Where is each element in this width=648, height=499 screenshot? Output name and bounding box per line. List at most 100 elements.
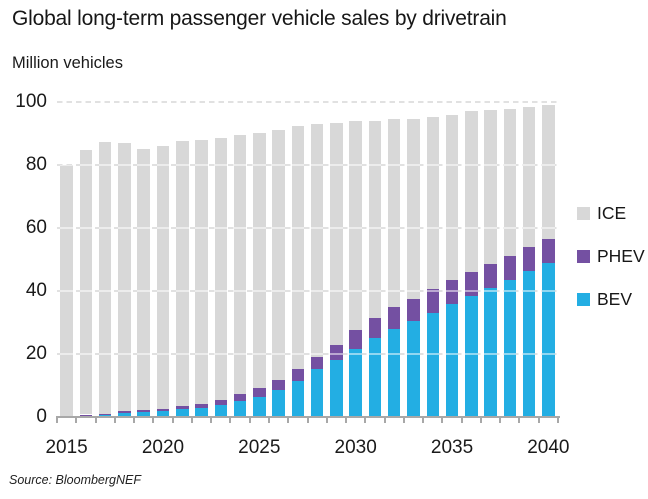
x-axis-tick bbox=[287, 418, 290, 423]
bar-2022 bbox=[195, 139, 208, 417]
bar-2016 bbox=[79, 149, 93, 417]
x-axis-tick bbox=[518, 418, 521, 423]
bar-2027-ice-segment bbox=[291, 125, 305, 370]
bar-2023 bbox=[214, 137, 228, 417]
bar-2039 bbox=[522, 107, 536, 417]
bar-2035-ice-segment bbox=[445, 114, 459, 280]
bar-2022-ice-segment bbox=[195, 139, 208, 405]
phev-swatch-icon bbox=[577, 249, 590, 263]
legend-label-ice: ICE bbox=[597, 202, 627, 223]
bar-2016-ice-segment bbox=[79, 149, 93, 415]
bar-2030-phev-segment bbox=[349, 330, 362, 350]
bar-2038-phev-segment bbox=[503, 256, 517, 280]
bar-2034-ice-segment bbox=[426, 117, 439, 290]
x-axis-tick bbox=[460, 418, 463, 423]
bar-2019-phev-segment bbox=[137, 410, 150, 413]
bar-2024-bev-segment bbox=[233, 400, 247, 417]
legend-item-phev: PHEV bbox=[577, 246, 645, 266]
bar-2026-ice-segment bbox=[272, 130, 285, 380]
legend: ICE PHEV BEV bbox=[577, 203, 645, 332]
bar-2019 bbox=[137, 149, 150, 417]
bar-2024-phev-segment bbox=[233, 393, 247, 401]
bar-2040-bev-segment bbox=[542, 262, 555, 417]
y-tick-label-0: 0 bbox=[36, 406, 47, 427]
x-axis-tick bbox=[229, 418, 232, 423]
plot-area: 2015 2020 2025 2030 2035 2040 bbox=[45, 101, 570, 458]
bar-2025-bev-segment bbox=[253, 396, 266, 417]
y-tick-label-100: 100 bbox=[15, 91, 47, 112]
bar-2016-phev-segment bbox=[79, 414, 93, 417]
bar-2023-ice-segment bbox=[214, 137, 228, 401]
x-axis-tick bbox=[75, 418, 78, 423]
bar-2040 bbox=[542, 105, 555, 417]
x-axis-tick bbox=[306, 418, 309, 423]
bar-2034-bev-segment bbox=[426, 313, 439, 417]
gridline-overlay-80 bbox=[57, 164, 558, 166]
y-tick-label-60: 60 bbox=[25, 217, 47, 238]
ice-swatch-icon bbox=[577, 206, 590, 220]
x-axis-tick bbox=[267, 418, 270, 423]
bar-2021-ice-segment bbox=[176, 141, 189, 407]
x-tick-label-2035: 2035 bbox=[430, 437, 474, 458]
bar-2025-ice-segment bbox=[253, 133, 266, 389]
bar-2019-bev-segment bbox=[137, 412, 150, 417]
x-axis-tick bbox=[325, 418, 328, 423]
bar-2037-phev-segment bbox=[484, 264, 497, 288]
bar-2037 bbox=[484, 110, 497, 417]
bar-2027-phev-segment bbox=[291, 369, 305, 382]
bar-2038-ice-segment bbox=[503, 109, 517, 257]
gridline-overlay-100 bbox=[57, 101, 558, 103]
bar-2024 bbox=[233, 135, 247, 417]
bar-2037-ice-segment bbox=[484, 110, 497, 265]
bar-2036-ice-segment bbox=[465, 111, 478, 273]
bar-2029-phev-segment bbox=[330, 344, 343, 361]
bar-2020-phev-segment bbox=[156, 408, 170, 412]
bar-2031-ice-segment bbox=[368, 120, 382, 318]
bar-2018-ice-segment bbox=[118, 143, 131, 412]
bar-2026-bev-segment bbox=[272, 389, 285, 417]
bar-2031-phev-segment bbox=[368, 317, 382, 339]
gridline-overlay-60 bbox=[57, 227, 558, 229]
bar-2018-bev-segment bbox=[118, 413, 131, 417]
x-axis-tick bbox=[479, 418, 482, 423]
bar-2029 bbox=[330, 122, 343, 417]
bar-2030 bbox=[349, 120, 362, 417]
source-attribution: Source: BloombergNEF bbox=[9, 473, 142, 487]
bar-2022-bev-segment bbox=[195, 407, 208, 417]
x-tick-label-2025: 2025 bbox=[238, 437, 281, 458]
legend-item-ice: ICE bbox=[577, 203, 645, 223]
bar-2029-ice-segment bbox=[330, 122, 343, 345]
x-axis-tick bbox=[345, 418, 348, 423]
bar-2032-bev-segment bbox=[387, 328, 401, 417]
bar-2018 bbox=[118, 143, 131, 417]
bar-2029-bev-segment bbox=[330, 360, 343, 417]
bar-2033-bev-segment bbox=[407, 320, 420, 417]
bar-2017-ice-segment bbox=[98, 141, 112, 414]
bar-2026-phev-segment bbox=[272, 379, 285, 390]
bar-2040-ice-segment bbox=[542, 105, 555, 240]
x-axis-tick bbox=[152, 418, 155, 423]
bar-2039-bev-segment bbox=[522, 270, 536, 417]
bar-2030-bev-segment bbox=[349, 349, 362, 417]
x-tick-label-2015: 2015 bbox=[45, 437, 88, 458]
bar-2033-phev-segment bbox=[407, 298, 420, 321]
bev-swatch-icon bbox=[577, 292, 590, 306]
chart-title: Global long-term passenger vehicle sales… bbox=[12, 7, 507, 30]
bar-2038 bbox=[503, 109, 517, 417]
bar-2027 bbox=[291, 125, 305, 417]
bar-2028-bev-segment bbox=[310, 369, 324, 417]
bar-2032-phev-segment bbox=[387, 306, 401, 329]
bar-2025-phev-segment bbox=[253, 388, 266, 397]
bar-2020 bbox=[156, 145, 170, 417]
bar-2017-phev-segment bbox=[98, 413, 112, 415]
bar-2021-bev-segment bbox=[176, 409, 189, 417]
legend-label-bev: BEV bbox=[597, 288, 633, 309]
bar-2030-ice-segment bbox=[349, 120, 362, 331]
gridline-overlay-40 bbox=[57, 290, 558, 292]
x-axis-tick bbox=[499, 418, 502, 423]
legend-item-bev: BEV bbox=[577, 289, 645, 309]
bar-2020-ice-segment bbox=[156, 145, 170, 409]
bar-2036-phev-segment bbox=[465, 272, 478, 296]
x-axis-tick bbox=[190, 418, 193, 423]
